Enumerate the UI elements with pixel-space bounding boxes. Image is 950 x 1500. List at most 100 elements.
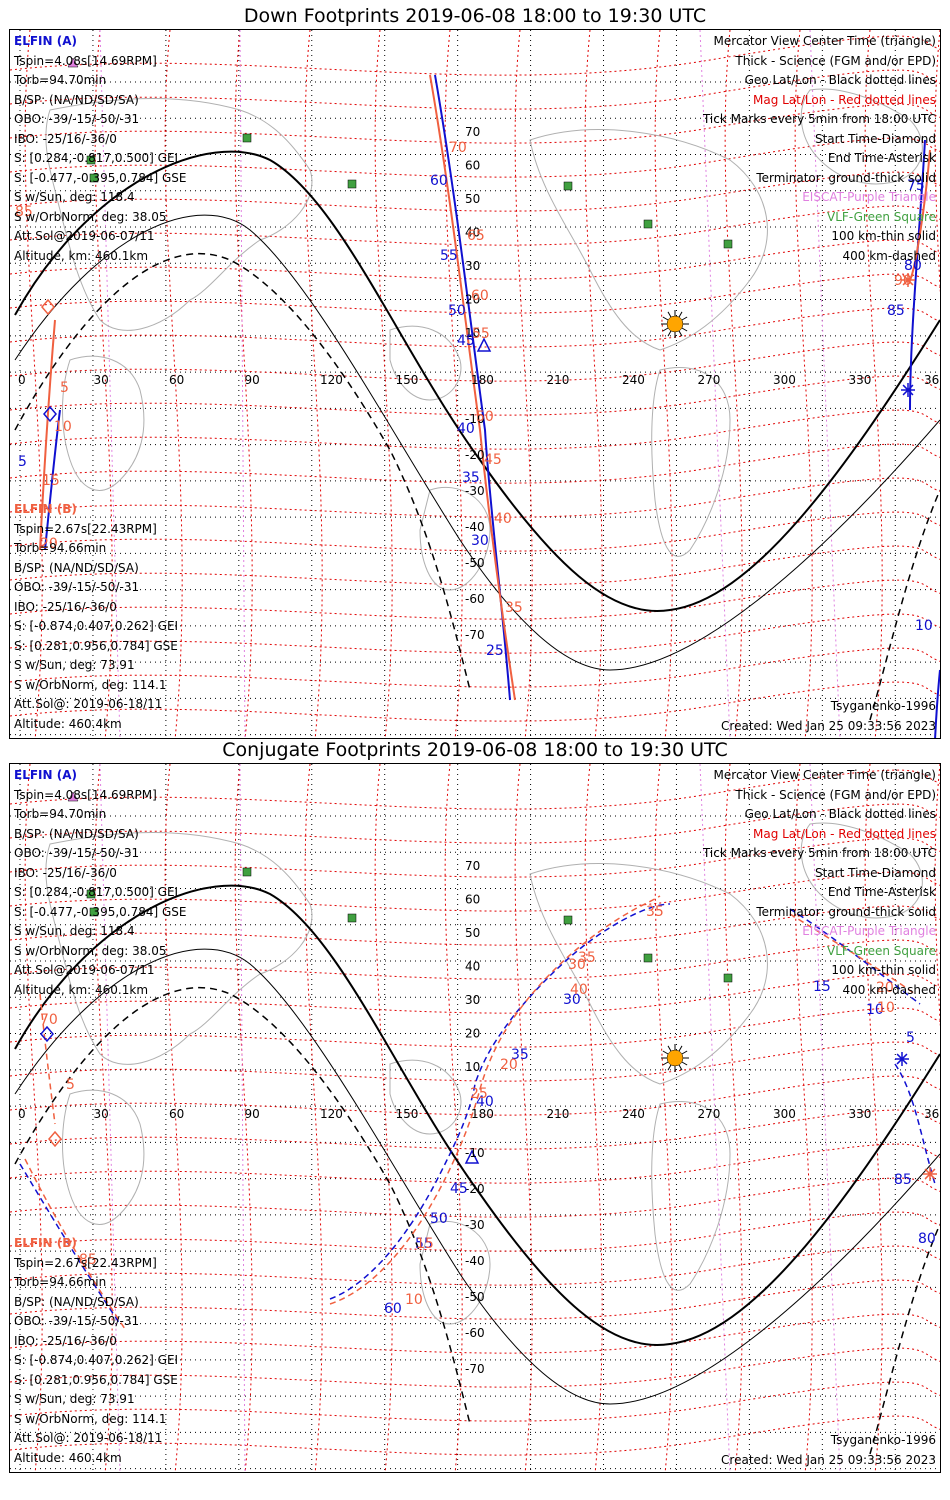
eiscat-line [239,764,246,1472]
lat-tick-label: -20 [465,448,485,462]
elfin-b-tick-label: 10 [877,1000,895,1016]
vlf-station-marker [563,181,573,191]
mag-longitude [24,30,43,738]
vlf-station-marker [86,155,96,165]
start-time-diamond [41,298,55,316]
elfin-a-tick-label: 80 [918,1231,936,1247]
created-timestamp: Created: Wed Jan 25 09:33:56 2023 [721,718,936,733]
lon-tick-label: 90 [245,1107,260,1121]
lat-tick-label: -70 [465,628,485,642]
elfin-b-tick-label: 70 [40,1012,58,1028]
lat-tick-label: -10 [465,412,485,426]
elfin-b-tick-label: 90 [894,273,912,289]
eiscat-line [99,764,121,1472]
lat-tick-label: -50 [465,556,485,570]
lat-tick-label: 60 [465,893,480,907]
legend-line: Terminator: ground-thick solid [756,904,936,919]
lat-tick-label: 10 [465,1060,480,1074]
vlf-station-marker [242,133,252,143]
legend-line: Geo Lat/Lon - Black dotted lines [744,807,936,821]
legend-line: Mag Lat/Lon - Red dotted lines [752,92,936,107]
elfin-b-line: Tspin=2.67s[22.43RPM] [14,1255,157,1270]
lat-tick-label: 70 [465,859,480,873]
eiscat-station-marker [67,57,79,68]
panel-title-conjugate: Conjugate Footprints 2019-06-08 18:00 to… [222,739,728,761]
lon-tick-label: 120 [320,373,343,387]
lon-tick-label: 30 [94,1107,109,1121]
start-time-diamond [43,405,57,423]
view-center-triangle [476,337,492,352]
elfin-a-tick-label: 25 [486,643,504,659]
sun-icon [661,310,689,338]
elfin-a-line: IBO: -25/16/-36/0 [14,131,117,146]
elfin-a-tick-label: 35 [462,470,480,486]
legend-line: EISCAT-Purple Triangle [802,924,936,938]
lat-tick-label: 50 [465,192,480,206]
lon-tick-label: 300 [773,373,796,387]
mag-longitude [514,30,533,738]
lat-tick-label: 20 [465,1027,480,1041]
terminator-lines [14,884,940,1455]
elfin-b-line: Att.Sol@: 2019-06-18/11 [14,1431,163,1445]
mag-longitude [654,30,673,738]
elfin-a-tick-label: 85 [894,1172,912,1188]
elfin-a-tick-label: 60 [430,173,448,189]
elfin-a-tick-label: 55 [415,1236,433,1252]
vlf-station-marker [723,973,733,983]
mag-longitude [304,30,323,738]
elfin-a-line: OBO: -39/-15/-50/-31 [14,846,140,860]
elfin-b-tick-label: 40 [494,511,512,527]
mag-longitude [584,764,603,1472]
eiscat-line [239,30,246,738]
elfin-b-tick-label: 15 [416,1236,434,1252]
elfin-b-line: B/SP: (NA/ND/SD/SA) [14,560,139,575]
start-time-diamond [40,1025,54,1043]
mag-longitude [724,30,743,738]
elfin-b-tick-label: 65 [467,228,485,244]
markers [41,57,915,423]
legend-line: 400 km-dashed [842,248,936,263]
mag-longitude [164,30,183,738]
terminator-lines [14,150,940,721]
lat-tick-label: 40 [465,226,480,240]
elfin-a-tick-label: 45 [457,333,475,349]
lon-tick-label: 180 [471,373,494,387]
legend-line: Tick Marks every 5min from 18:00 UTC [702,112,936,126]
vlf-station-marker [89,907,99,917]
elfin-a-tick-label: 80 [904,258,922,274]
mag-longitude [864,764,883,1472]
elfin-a-line: B/SP: (NA/ND/SD/SA) [14,826,139,841]
coastlines [45,822,923,1325]
vlf-station-marker [723,239,733,249]
mag-longitude [94,30,113,738]
lat-tick-label: 50 [465,926,480,940]
elfin-a-tick-label: 40 [457,421,475,437]
legend-line: End Time-Asterisk [827,151,936,165]
mag-grid [10,764,940,1472]
lat-tick-label: -20 [465,1182,485,1196]
end-time-asterisk [923,1167,937,1181]
mag-longitude [724,764,743,1472]
elfin-b-line: IBO: -25/16/-36/0 [14,599,117,614]
conjugate-map-canvas: 0 30 60 90 120 150 180 210 240 270 300 330 360 70 60 50… [10,764,941,1472]
elfin-a-line: Tspin=4.08s[14.69RPM] [14,53,157,68]
mag-longitude [234,30,253,738]
lon-tick-label: 210 [547,373,570,387]
elfin-b-tick-label: 15 [42,473,60,489]
elfin-a-line: S w/OrbNorm, deg: 38.05 [14,943,167,958]
map-legend: Mercator View Center Time (triangle) Thi… [703,766,936,1000]
lon-tick-label: 240 [622,373,645,387]
lat-tick-label: -30 [465,484,485,498]
elfin-b-tick-label: 25 [470,1086,488,1102]
legend-line: VLF-Green Square [827,943,936,958]
lon-tick-label: 360 [924,1107,941,1121]
vlf-station-marker [563,915,573,925]
mag-longitude [864,30,883,738]
legend-line: Thick - Science (FGM and/or EPD) [735,787,936,802]
lon-tick-label: 360 [924,373,941,387]
start-time-diamond [48,1130,62,1148]
mag-longitude [24,764,43,1472]
legend-line: End Time-Asterisk [827,885,936,899]
lon-tick-label: 30 [94,373,109,387]
lat-tick-label: 10 [465,326,480,340]
